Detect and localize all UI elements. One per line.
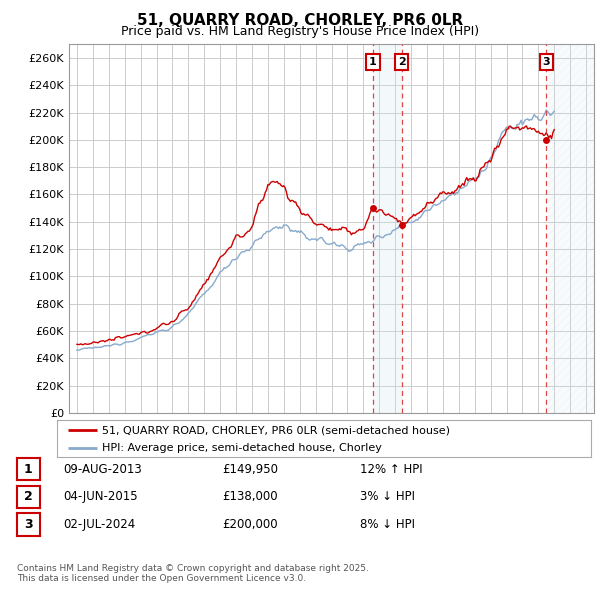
Text: 1: 1 [369, 57, 377, 67]
Text: 8% ↓ HPI: 8% ↓ HPI [360, 518, 415, 531]
Text: 2: 2 [398, 57, 406, 67]
Text: 12% ↑ HPI: 12% ↑ HPI [360, 463, 422, 476]
Text: 51, QUARRY ROAD, CHORLEY, PR6 0LR (semi-detached house): 51, QUARRY ROAD, CHORLEY, PR6 0LR (semi-… [103, 425, 451, 435]
Text: 51, QUARRY ROAD, CHORLEY, PR6 0LR: 51, QUARRY ROAD, CHORLEY, PR6 0LR [137, 13, 463, 28]
Text: 02-JUL-2024: 02-JUL-2024 [63, 518, 135, 531]
Bar [548, 44, 594, 413]
Text: HPI: Average price, semi-detached house, Chorley: HPI: Average price, semi-detached house,… [103, 443, 382, 453]
Text: 3: 3 [542, 57, 550, 67]
Text: 09-AUG-2013: 09-AUG-2013 [63, 463, 142, 476]
Text: 3: 3 [24, 518, 32, 531]
Bar [373, 44, 402, 413]
Text: 04-JUN-2015: 04-JUN-2015 [63, 490, 137, 503]
Text: £138,000: £138,000 [222, 490, 278, 503]
Text: £200,000: £200,000 [222, 518, 278, 531]
Text: Contains HM Land Registry data © Crown copyright and database right 2025.
This d: Contains HM Land Registry data © Crown c… [17, 563, 368, 583]
Text: 2: 2 [24, 490, 32, 503]
Text: 1: 1 [24, 463, 32, 476]
Text: Price paid vs. HM Land Registry's House Price Index (HPI): Price paid vs. HM Land Registry's House … [121, 25, 479, 38]
Text: £149,950: £149,950 [222, 463, 278, 476]
Text: 3% ↓ HPI: 3% ↓ HPI [360, 490, 415, 503]
